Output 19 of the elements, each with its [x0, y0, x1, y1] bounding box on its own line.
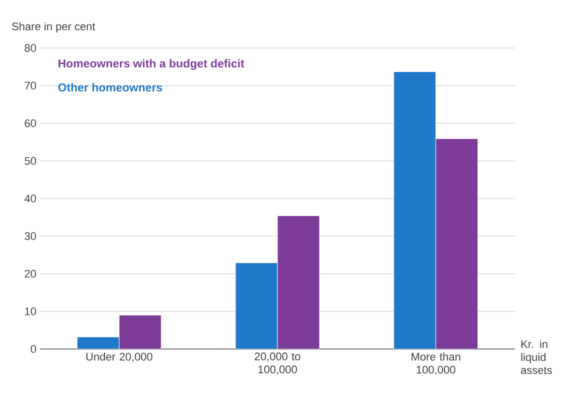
- y-tick-label: 50: [24, 156, 36, 165]
- y-axis-title: Share in per cent: [12, 22, 96, 32]
- y-tick-label: 10: [25, 307, 36, 316]
- y-tick-label: 80: [24, 44, 36, 52]
- y-tick-label: 0: [30, 345, 36, 353]
- y-tick-label: 70: [24, 82, 36, 90]
- bar: [436, 138, 478, 349]
- y-tick-label: 40: [24, 194, 36, 202]
- text: Other homeowners: [58, 83, 162, 92]
- text: Homeowners with a budget deficit: [58, 59, 244, 70]
- x-tick-label: Under 20,000: [86, 352, 152, 362]
- y-tick-label: 20: [24, 270, 36, 278]
- bar: [118, 314, 162, 349]
- x-tick-label: More than 100,000: [412, 352, 460, 375]
- y-tick-label: 60: [24, 119, 36, 128]
- x-tick-label: 20,000 to 100,000: [254, 352, 300, 375]
- bar: [277, 216, 320, 349]
- y-tick-label: 30: [24, 232, 36, 240]
- x-axis-title: Kr. in liquid assets: [520, 340, 552, 374]
